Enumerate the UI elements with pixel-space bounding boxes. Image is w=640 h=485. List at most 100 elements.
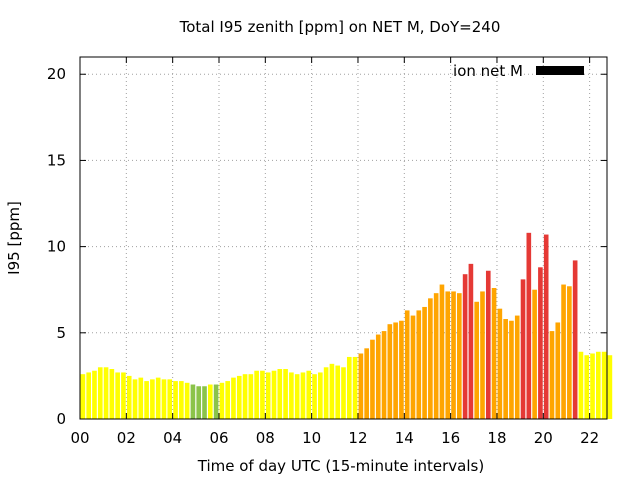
bar: [561, 284, 566, 419]
x-tick-label: 16: [441, 429, 460, 447]
bar: [358, 353, 364, 419]
bar: [219, 382, 225, 419]
bar: [381, 331, 387, 419]
bar: [526, 232, 532, 419]
y-tick-label: 10: [47, 238, 66, 256]
x-tick-label: 08: [256, 429, 275, 447]
bar: [289, 372, 294, 419]
bar: [318, 372, 323, 419]
bar: [387, 324, 393, 419]
bar: [341, 367, 346, 419]
bar: [271, 370, 277, 419]
bars-layer: [80, 232, 613, 419]
bar: [422, 306, 427, 419]
bar: [103, 367, 109, 419]
bar: [329, 363, 335, 419]
bar: [265, 372, 271, 419]
bar: [462, 274, 468, 419]
bar: [538, 267, 543, 419]
bar: [150, 379, 155, 419]
bar: [497, 308, 503, 419]
bar: [260, 370, 265, 419]
legend: ion net M: [453, 62, 584, 80]
legend-label: ion net M: [453, 62, 523, 80]
bar: [126, 375, 132, 419]
bar: [364, 348, 369, 419]
y-tick-label: 5: [56, 324, 66, 342]
y-tick-label: 15: [47, 151, 66, 169]
ticks-layer: 0 5 10 15 20 00 02 04 06 08 10 12 14 16 18 20 22: [47, 57, 607, 447]
bar: [190, 384, 196, 419]
bar: [323, 367, 329, 419]
x-tick-label: 18: [487, 429, 506, 447]
bar: [161, 379, 167, 419]
x-tick-label: 00: [70, 429, 89, 447]
bar: [144, 381, 149, 419]
bar: [549, 331, 555, 419]
bar: [474, 301, 480, 419]
bar: [590, 353, 595, 419]
bar: [115, 372, 120, 419]
y-tick-label: 20: [47, 65, 66, 83]
x-tick-label: 22: [580, 429, 599, 447]
bar: [277, 369, 283, 419]
bar: [121, 372, 126, 419]
bar: [491, 287, 497, 419]
bar: [167, 379, 173, 419]
bar: [439, 284, 445, 419]
bar: [173, 381, 178, 419]
x-tick-label: 06: [209, 429, 228, 447]
bar: [97, 367, 103, 419]
bar: [202, 386, 207, 419]
bar: [480, 291, 485, 419]
bar: [567, 286, 572, 419]
bar: [514, 315, 520, 419]
bar: [294, 374, 300, 419]
grid-layer: [80, 57, 607, 419]
x-tick-label: 20: [534, 429, 553, 447]
bar: [138, 377, 144, 419]
chart-title: Total I95 zenith [ppm] on NET M, DoY=240: [179, 18, 501, 36]
bar: [520, 279, 526, 419]
bar: [225, 381, 230, 419]
bar: [468, 263, 474, 419]
bar: [80, 374, 86, 419]
bar: [509, 320, 514, 419]
bar: [196, 386, 202, 419]
bar: [155, 377, 161, 419]
bar: [213, 384, 219, 419]
bar: [445, 291, 451, 419]
bar: [572, 260, 578, 419]
bar: [300, 372, 306, 419]
bar: [335, 365, 341, 419]
bar: [503, 319, 508, 419]
bar: [352, 356, 358, 419]
bar: [578, 351, 584, 419]
bar: [595, 351, 601, 419]
bar: [207, 384, 213, 419]
bar: [399, 320, 404, 419]
bar: [312, 374, 317, 419]
bar: [132, 379, 138, 419]
bar: [416, 310, 422, 419]
bar: [457, 293, 462, 419]
bar: [254, 370, 259, 419]
x-axis-label: Time of day UTC (15-minute intervals): [197, 457, 484, 475]
bar: [248, 374, 254, 419]
bar: [485, 270, 491, 419]
x-tick-label: 10: [302, 429, 321, 447]
x-tick-label: 12: [348, 429, 367, 447]
bar: [451, 291, 456, 419]
bar: [184, 382, 190, 419]
bar: [231, 377, 236, 419]
bar: [179, 381, 184, 419]
bar: [428, 298, 433, 419]
legend-swatch: [536, 66, 584, 75]
bar: [236, 375, 242, 419]
bar: [543, 234, 549, 419]
bar: [532, 289, 537, 419]
bar: [86, 372, 92, 419]
y-axis-label: I95 [ppm]: [5, 201, 23, 275]
